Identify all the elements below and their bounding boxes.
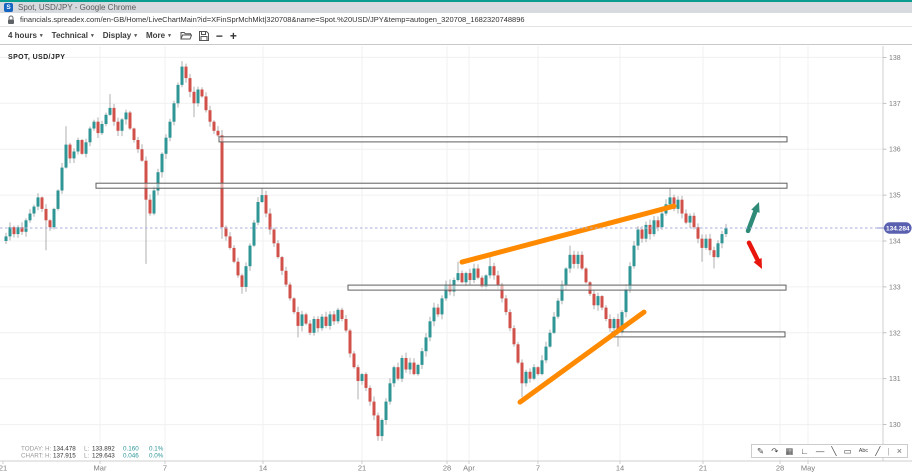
separator: | xyxy=(887,446,890,456)
svg-text:21: 21 xyxy=(699,464,707,473)
svg-text:133.892: 133.892 xyxy=(92,446,115,453)
url-bar[interactable]: financials.spreadex.com/en-GB/Home/LiveC… xyxy=(0,13,912,27)
date-axis-labels[interactable]: 21 Mar 7 14 21 28 Apr 7 14 21 28 May xyxy=(0,461,815,473)
window-title: Spot, USD/JPY - Google Chrome xyxy=(18,3,137,12)
open-folder-icon[interactable] xyxy=(180,31,192,40)
window-titlebar: S Spot, USD/JPY - Google Chrome xyxy=(0,2,912,13)
diagonal-line-icon[interactable]: ╱ xyxy=(875,446,881,456)
zone-rectangle xyxy=(611,331,786,338)
horizontal-line-icon[interactable]: — xyxy=(815,446,825,456)
svg-text:7: 7 xyxy=(536,464,540,473)
price-axis-labels[interactable]: 138 137 136 135 134 133 132 131 130 xyxy=(883,55,901,429)
svg-text:137: 137 xyxy=(889,101,901,108)
svg-text:135: 135 xyxy=(889,193,901,200)
trend-line xyxy=(517,309,647,405)
svg-text:21: 21 xyxy=(0,464,7,473)
zone-rectangle xyxy=(218,136,788,143)
svg-text:0.0%: 0.0% xyxy=(149,453,164,460)
svg-text:Apr: Apr xyxy=(463,464,475,473)
price-zones[interactable] xyxy=(95,136,788,338)
menu-display[interactable]: Display xyxy=(103,31,137,40)
rectangle-icon[interactable]: ▭ xyxy=(843,446,852,456)
zone-rectangle xyxy=(95,182,788,189)
down-arrow[interactable] xyxy=(746,240,762,269)
svg-text:CHART:: CHART: xyxy=(21,453,44,460)
svg-text:L:: L: xyxy=(84,453,90,460)
svg-text:0.160: 0.160 xyxy=(123,446,139,453)
menu-timeframe[interactable]: 4 hours xyxy=(8,31,43,40)
chart-toolbar: 4 hours Technical Display More − + xyxy=(0,27,912,45)
trendline-icon[interactable]: ╲ xyxy=(831,446,837,456)
zoom-out-button[interactable]: − xyxy=(215,28,223,43)
site-favicon: S xyxy=(4,3,13,12)
svg-text:Mar: Mar xyxy=(94,464,107,473)
svg-text:138: 138 xyxy=(889,55,901,62)
menu-more[interactable]: More xyxy=(146,31,171,40)
chart-symbol-title: SPOT, USD/JPY xyxy=(8,54,65,61)
trend-lines[interactable] xyxy=(459,203,677,405)
svg-text:137.915: 137.915 xyxy=(53,453,76,460)
svg-text:133: 133 xyxy=(889,284,901,291)
svg-text:7: 7 xyxy=(163,464,167,473)
text-tool-icon[interactable]: Abc xyxy=(858,448,869,454)
svg-text:TODAY:: TODAY: xyxy=(21,446,44,453)
candles xyxy=(4,61,728,441)
svg-text:14: 14 xyxy=(259,464,267,473)
svg-text:132: 132 xyxy=(889,330,901,337)
menu-technical[interactable]: Technical xyxy=(52,31,94,40)
zone-rectangle xyxy=(347,284,787,291)
svg-text:134.478: 134.478 xyxy=(53,446,76,453)
chart-stats: TODAY: H: 134.478 L: 133.892 0.160 0.1% C… xyxy=(21,446,164,460)
svg-text:129.643: 129.643 xyxy=(92,453,115,460)
svg-text:14: 14 xyxy=(616,464,624,473)
svg-text:134.284: 134.284 xyxy=(886,225,910,232)
axes-icon[interactable]: ∟ xyxy=(800,446,809,456)
up-arrow[interactable] xyxy=(745,202,760,234)
svg-text:May: May xyxy=(801,464,815,473)
url-text[interactable]: financials.spreadex.com/en-GB/Home/LiveC… xyxy=(20,15,525,24)
svg-text:0.1%: 0.1% xyxy=(149,446,164,453)
svg-text:134: 134 xyxy=(889,239,901,246)
svg-text:H:: H: xyxy=(45,446,52,453)
svg-text:21: 21 xyxy=(358,464,366,473)
favicon-letter: S xyxy=(6,4,11,11)
zoom-in-button[interactable]: + xyxy=(229,28,237,43)
pen-icon[interactable]: ✎ xyxy=(757,446,765,456)
svg-text:L:: L: xyxy=(84,446,90,453)
svg-text:0.046: 0.046 xyxy=(123,453,139,460)
current-price-badge: 134.284 xyxy=(877,222,912,234)
window-top-accent xyxy=(0,0,912,2)
close-icon[interactable]: × xyxy=(896,446,902,456)
lock-icon xyxy=(8,15,14,24)
axis-frame xyxy=(0,46,912,462)
drawing-toolbar: ✎ ↷ ▦ ∟ — ╲ ▭ Abc ╱ | × xyxy=(751,444,908,458)
svg-text:130: 130 xyxy=(889,422,901,429)
gridlines xyxy=(0,46,883,461)
chart-area[interactable]: 134.284 138 137 136 135 134 133 132 131 130 21 Mar 7… xyxy=(0,45,912,473)
grid-icon[interactable]: ▦ xyxy=(785,446,794,456)
trend-line xyxy=(459,203,677,265)
svg-text:H:: H: xyxy=(45,453,52,460)
svg-text:136: 136 xyxy=(889,147,901,154)
svg-text:28: 28 xyxy=(443,464,451,473)
save-icon[interactable] xyxy=(198,30,209,41)
curved-arrow-icon[interactable]: ↷ xyxy=(771,446,779,456)
chart-canvas[interactable]: 134.284 138 137 136 135 134 133 132 131 130 21 Mar 7… xyxy=(0,45,912,473)
svg-text:28: 28 xyxy=(776,464,784,473)
svg-text:131: 131 xyxy=(889,376,901,383)
